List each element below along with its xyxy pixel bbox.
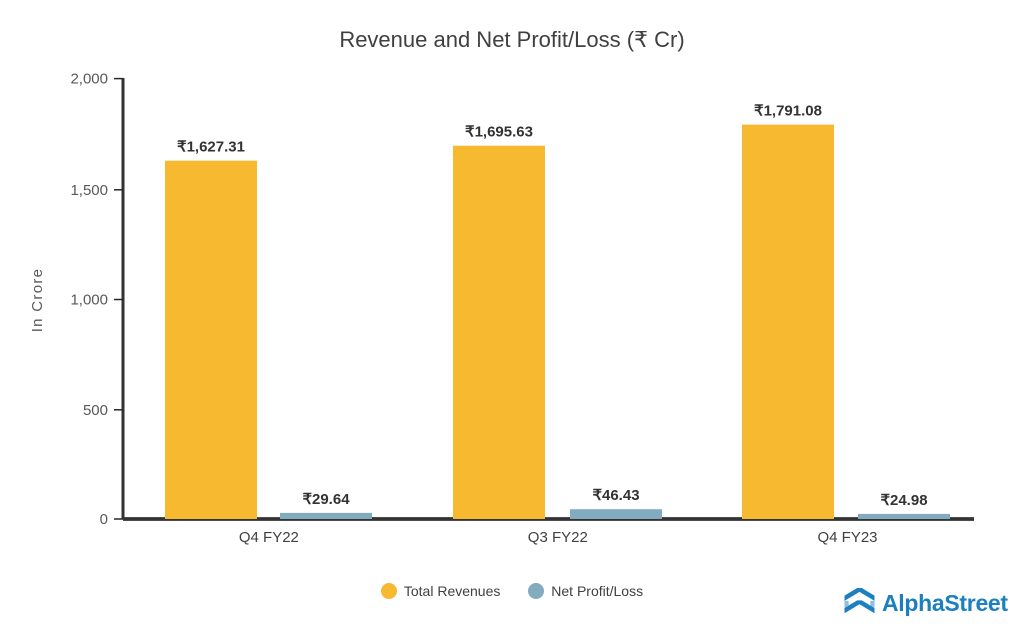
svg-text:₹1,695.63: ₹1,695.63	[465, 124, 533, 141]
svg-text:In Crore: In Crore	[29, 268, 46, 333]
svg-text:₹46.43: ₹46.43	[592, 487, 639, 504]
svg-text:1,000: 1,000	[70, 292, 108, 309]
svg-text:1,500: 1,500	[70, 182, 108, 199]
svg-text:Q4 FY23: Q4 FY23	[817, 529, 877, 546]
svg-text:Q4 FY22: Q4 FY22	[239, 529, 299, 546]
svg-text:Q3 FY22: Q3 FY22	[528, 529, 588, 546]
svg-text:0: 0	[100, 511, 108, 528]
svg-text:₹24.98: ₹24.98	[880, 492, 927, 509]
svg-text:₹1,791.08: ₹1,791.08	[754, 103, 822, 120]
svg-text:₹29.64: ₹29.64	[302, 491, 350, 508]
svg-text:500: 500	[83, 402, 108, 419]
svg-text:2,000: 2,000	[70, 71, 108, 88]
svg-text:₹1,627.31: ₹1,627.31	[177, 139, 245, 156]
